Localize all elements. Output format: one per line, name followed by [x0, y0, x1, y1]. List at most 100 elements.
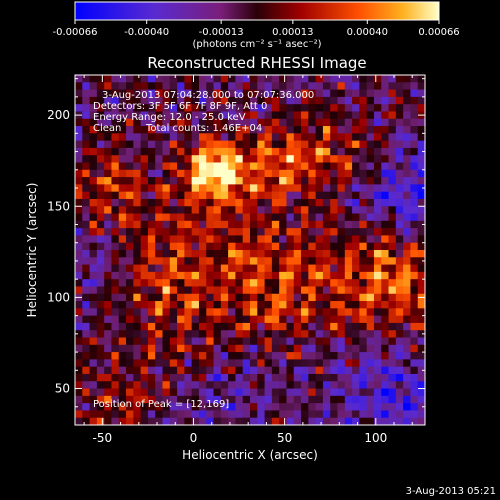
heatmap-cell: [191, 352, 200, 360]
heatmap-cell: [169, 140, 178, 149]
heatmap-cell: [301, 140, 309, 149]
heatmap-cell: [82, 191, 90, 200]
heatmap-cell: [111, 264, 120, 273]
heatmap-cell: [82, 395, 90, 404]
heatmap-cell: [264, 242, 273, 251]
heatmap-cell: [388, 191, 397, 200]
heatmap-cell: [213, 169, 222, 178]
heatmap-cell: [191, 286, 200, 295]
heatmap-cell: [155, 366, 163, 375]
heatmap-cell: [308, 147, 317, 156]
heatmap-cell: [286, 206, 295, 214]
heatmap-cell: [257, 104, 265, 112]
heatmap-cell: [271, 286, 280, 295]
heatmap-cell: [257, 118, 265, 127]
heatmap-cell: [228, 308, 236, 317]
heatmap-cell: [220, 242, 229, 251]
heatmap-cell: [250, 352, 258, 360]
heatmap-cell: [155, 155, 163, 163]
heatmap-cell: [147, 104, 156, 112]
heatmap-cell: [104, 352, 112, 360]
heatmap-cell: [242, 169, 251, 178]
heatmap-cell: [293, 279, 302, 287]
heatmap-cell: [257, 89, 265, 98]
heatmap-cell: [177, 250, 185, 258]
heatmap-cell: [96, 410, 105, 419]
heatmap-cell: [395, 235, 404, 244]
heatmap-cell: [337, 322, 346, 331]
heatmap-cell: [133, 308, 142, 317]
heatmap-cell: [279, 344, 287, 353]
heatmap-cell: [271, 271, 280, 280]
heatmap-cell: [417, 381, 426, 389]
heatmap-cell: [75, 169, 83, 178]
heatmap-cell: [388, 403, 397, 411]
heatmap-cell: [96, 359, 105, 368]
heatmap-cell: [228, 301, 236, 309]
heatmap-cell: [191, 118, 200, 127]
heatmap-cell: [206, 155, 214, 163]
heatmap-cell: [242, 315, 251, 324]
heatmap-cell: [279, 381, 287, 389]
heatmap-cell: [279, 147, 287, 156]
heatmap-cell: [264, 133, 273, 142]
heatmap-cell: [162, 111, 171, 120]
y-tick-label: 150: [47, 199, 70, 213]
heatmap-cell: [235, 308, 244, 317]
heatmap-cell: [191, 89, 200, 98]
heatmap-cell: [301, 75, 309, 83]
heatmap-cell: [410, 169, 419, 178]
heatmap-cell: [140, 75, 149, 83]
heatmap-cell: [155, 169, 163, 178]
heatmap-cell: [250, 213, 258, 222]
heatmap-cell: [250, 293, 258, 302]
heatmap-cell: [257, 184, 265, 193]
heatmap-cell: [337, 403, 346, 411]
heatmap-cell: [104, 271, 112, 280]
heatmap-cell: [395, 198, 404, 207]
heatmap-cell: [162, 286, 171, 295]
heatmap-cell: [184, 315, 193, 324]
heatmap-cell: [359, 286, 368, 295]
heatmap-cell: [381, 213, 389, 222]
heatmap-cell: [104, 410, 112, 419]
heatmap-cell: [344, 344, 353, 353]
heatmap-cell: [322, 162, 331, 171]
heatmap-cell: [308, 410, 317, 419]
heatmap-cell: [286, 250, 295, 258]
heatmap-cell: [381, 286, 389, 295]
heatmap-cell: [235, 315, 244, 324]
y-tick-label: 50: [55, 382, 70, 396]
heatmap-cell: [417, 162, 426, 171]
heatmap-cell: [75, 403, 83, 411]
heatmap-cell: [315, 198, 324, 207]
heatmap-cell: [220, 359, 229, 368]
heatmap-cell: [344, 271, 353, 280]
heatmap-cell: [388, 133, 397, 142]
heatmap-cell: [315, 228, 324, 236]
heatmap-cell: [213, 89, 222, 98]
heatmap-cell: [330, 271, 338, 280]
heatmap-cell: [366, 395, 375, 404]
heatmap-cell: [126, 271, 134, 280]
heatmap-cell: [315, 279, 324, 287]
heatmap-cell: [118, 169, 127, 178]
heatmap-cell: [250, 228, 258, 236]
heatmap-cell: [308, 271, 317, 280]
heatmap-cell: [104, 75, 112, 83]
heatmap-cell: [264, 147, 273, 156]
heatmap-cell: [293, 373, 302, 382]
heatmap-cell: [352, 235, 360, 244]
heatmap-cell: [286, 198, 295, 207]
heatmap-cell: [308, 366, 317, 375]
heatmap-cell: [286, 322, 295, 331]
heatmap-cell: [104, 264, 112, 273]
heatmap-cell: [133, 271, 142, 280]
heatmap-cell: [177, 403, 185, 411]
heatmap-cell: [198, 242, 207, 251]
heatmap-cell: [162, 242, 171, 251]
heatmap-cell: [242, 126, 251, 134]
heatmap-cell: [126, 184, 134, 193]
heatmap-image: [75, 75, 426, 426]
heatmap-cell: [104, 257, 112, 265]
